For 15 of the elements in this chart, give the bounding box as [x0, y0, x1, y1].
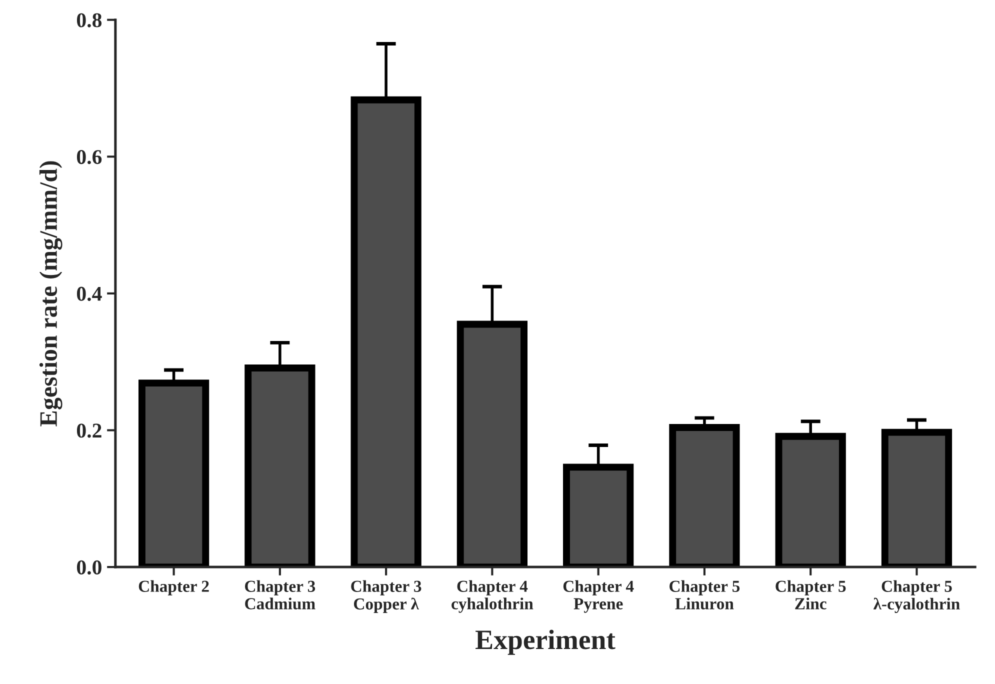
x-tick-label: Chapter 5 λ-cyalothrin — [873, 580, 960, 614]
x-tick-label: Chapter 2 — [138, 580, 209, 596]
x-tick-label: Chapter 3 Cadmium — [245, 580, 316, 610]
x-tick-label: Chapter 4 Pyrene — [563, 580, 634, 613]
x-axis-title: Experiment — [476, 630, 616, 655]
x-tick-label: Chapter 4 cyhalothrin — [452, 580, 534, 613]
y-tick-label: 0.2 — [76, 424, 102, 438]
y-tick-label: 0.0 — [76, 560, 102, 575]
x-tick-label: Chapter 3 Copper λ — [351, 580, 422, 613]
y-tick-label: 0.4 — [76, 286, 102, 301]
x-tick-label: Chapter 5 Linuron — [670, 580, 740, 610]
x-tick-label: Chapter 5 Zinc — [776, 580, 846, 610]
y-tick-label: 0.6 — [76, 150, 102, 164]
y-axis-title: Egestion rate (mg/mm/d) — [39, 161, 62, 426]
y-tick-label: 0.8 — [76, 13, 102, 28]
